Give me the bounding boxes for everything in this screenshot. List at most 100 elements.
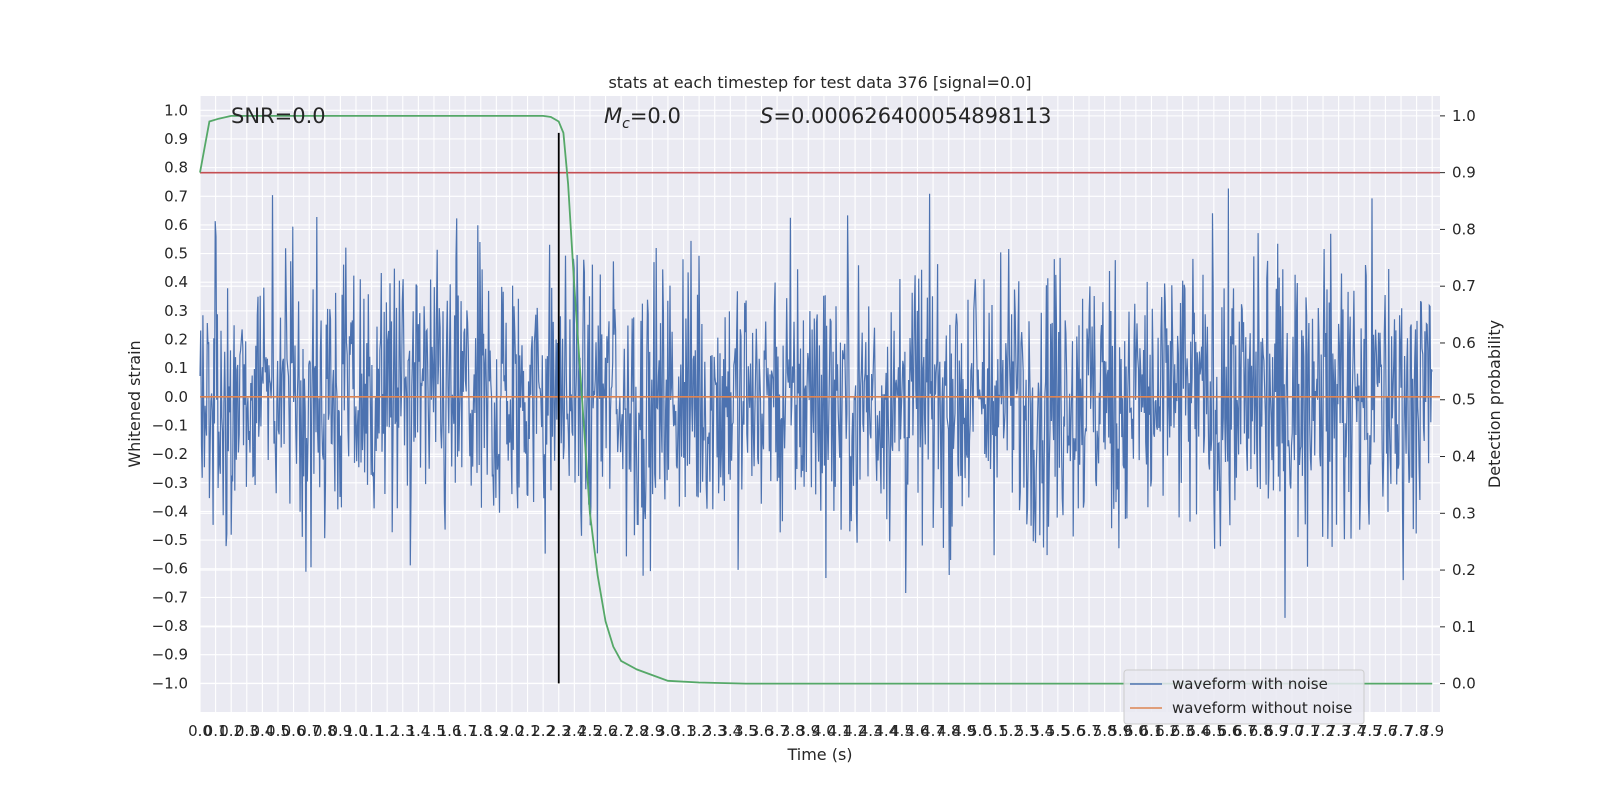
x-tick-label: 6.4 [1186,722,1210,740]
x-tick-label: 7.6 [1373,722,1397,740]
x-tick-label: 2.7 [609,722,633,740]
legend-label-noise: waveform with noise [1172,675,1328,693]
y-tick-label-left: 0.0 [164,388,188,406]
x-tick-label: 3.9 [796,722,820,740]
x-tick-label: 3.1 [672,722,696,740]
y-tick-label-left: 0.4 [164,273,188,291]
x-tick-label: 5.2 [999,722,1023,740]
x-tick-label: 6.6 [1218,722,1242,740]
x-tick-label: 6.2 [1155,722,1179,740]
x-tick-label: 6.8 [1249,722,1273,740]
x-tick-label: 0.2 [219,722,243,740]
x-tick-label: 1.7 [453,722,477,740]
statistic-annotation: S=0.000626400054898113 [760,104,1051,128]
legend-box [1123,669,1365,725]
x-tick-label: 7.3 [1327,722,1351,740]
y-tick-label-left: 0.5 [164,245,188,263]
x-tick-label: 2.9 [640,722,664,740]
x-tick-label: 0.4 [250,722,274,740]
axes: 0.00.10.20.30.40.50.60.70.80.91.01.11.21… [152,101,1476,740]
y-tick-label-left: −0.9 [152,646,188,664]
x-tick-label: 5.7 [1077,722,1101,740]
x-tick-label: 4.0 [812,722,836,740]
x-tick-label: 0.5 [266,722,290,740]
x-tick-label: 1.3 [391,722,415,740]
x-tick-label: 4.1 [828,722,852,740]
x-tick-label: 3.8 [781,722,805,740]
y-tick-label-right: 0.2 [1452,561,1476,579]
detection-probability-line [199,115,1433,685]
x-tick-label: 5.3 [1015,722,1039,740]
x-tick-label: 4.9 [952,722,976,740]
y-tick-label-right: 0.8 [1452,220,1476,238]
x-tick-label: 5.0 [968,722,992,740]
x-tick-label: 6.1 [1140,722,1164,740]
x-tick-label: 5.9 [1108,722,1132,740]
x-tick-label: 2.1 [516,722,540,740]
x-tick-label: 5.4 [1030,722,1054,740]
legend: waveform with noise waveform without noi… [1123,669,1365,725]
y-tick-label-left: −0.4 [152,502,188,520]
y-tick-label-right: 0.9 [1452,164,1476,182]
waveform-with-noise-series [199,188,1433,618]
x-tick-label: 3.5 [734,722,758,740]
x-tick-label: 2.4 [562,722,586,740]
y-tick-label-right: 0.0 [1452,675,1476,693]
y-tick-label-right: 0.6 [1452,334,1476,352]
y-tick-label-right: 0.3 [1452,504,1476,522]
x-tick-label: 5.1 [984,722,1008,740]
x-tick-label: 0.7 [297,722,321,740]
x-tick-label: 7.0 [1280,722,1304,740]
y-tick-label-left: 0.6 [164,216,188,234]
legend-label-clean: waveform without noise [1172,699,1352,717]
x-tick-label: 7.8 [1405,722,1429,740]
chart-title: stats at each timestep for test data 376… [608,73,1031,92]
overlay-series [199,115,1440,685]
x-tick-label: 0.6 [282,722,306,740]
y-tick-label-left: −0.7 [152,588,188,606]
x-tick-label: 2.2 [531,722,555,740]
x-tick-label: 2.0 [500,722,524,740]
y-tick-label-left: −0.3 [152,474,188,492]
y-tick-label-left: 0.1 [164,359,188,377]
x-tick-label: 3.3 [703,722,727,740]
x-tick-label: 7.4 [1342,722,1366,740]
y-tick-label-left: 0.9 [164,130,188,148]
y-tick-label-right: 0.7 [1452,277,1476,295]
snr-annotation: SNR=0.0 [231,104,326,128]
y-tick-label-left: −0.8 [152,617,188,635]
x-tick-label: 3.2 [687,722,711,740]
x-tick-label: 7.5 [1358,722,1382,740]
x-tick-label: 0.9 [328,722,352,740]
x-tick-label: 1.1 [360,722,384,740]
x-tick-label: 4.6 [906,722,930,740]
x-tick-label: 4.4 [874,722,898,740]
x-tick-label: 4.2 [843,722,867,740]
x-tick-label: 7.9 [1420,722,1444,740]
x-tick-label: 0.1 [204,722,228,740]
x-tick-label: 7.1 [1295,722,1319,740]
x-tick-label: 2.8 [625,722,649,740]
y-tick-label-left: −0.1 [152,416,188,434]
x-tick-label: 6.5 [1202,722,1226,740]
x-tick-label: 6.3 [1171,722,1195,740]
y-tick-label-left: −0.6 [152,560,188,578]
x-tick-label: 6.9 [1264,722,1288,740]
x-tick-label: 3.6 [750,722,774,740]
statistic-symbol: S [760,104,773,128]
x-tick-label: 1.2 [375,722,399,740]
x-tick-label: 0.0 [188,722,212,740]
x-tick-label: 3.4 [718,722,742,740]
y-axis-label-left: Whitened strain [125,340,144,467]
x-tick-label: 1.6 [438,722,462,740]
x-tick-label: 3.0 [656,722,680,740]
x-tick-label: 0.3 [235,722,259,740]
x-tick-label: 1.0 [344,722,368,740]
y-tick-label-left: −1.0 [152,674,188,692]
x-tick-label: 1.8 [469,722,493,740]
x-tick-label: 6.0 [1124,722,1148,740]
y-tick-label-left: 0.3 [164,302,188,320]
x-tick-label: 6.7 [1233,722,1257,740]
